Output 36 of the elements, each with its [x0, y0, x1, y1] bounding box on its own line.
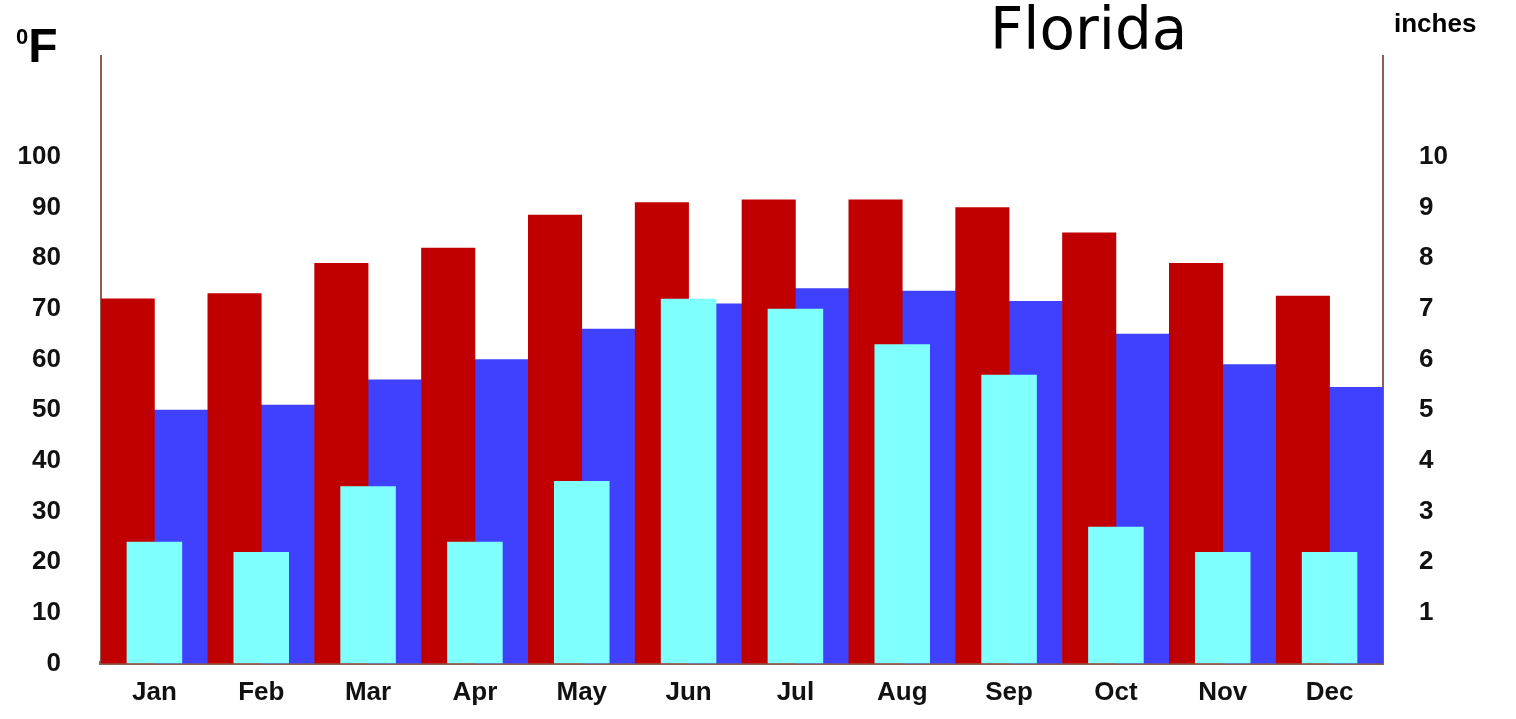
y-tick-label: 30 [32, 494, 61, 525]
x-tick-label: Dec [1305, 676, 1354, 707]
x-tick-label: Oct [1094, 676, 1138, 707]
y2-tick-label: 2 [1419, 545, 1434, 576]
x-tick-label: Sep [985, 676, 1033, 707]
y2-tick-label: 3 [1419, 494, 1434, 525]
y2-tick-label: 7 [1419, 292, 1434, 323]
x-tick-label: Nov [1198, 676, 1248, 707]
y2-axis-title: inches [1394, 8, 1477, 39]
x-tick-label: Mar [344, 676, 392, 707]
y-tick-label: 50 [32, 393, 61, 424]
y-tick-label: 40 [32, 443, 61, 474]
y-axis-title: $^{0}$F [16, 18, 58, 73]
y-tick-label: 0 [46, 646, 61, 677]
y2-tick-label: 8 [1419, 241, 1434, 272]
y-tick-label: 90 [32, 190, 61, 221]
x-tick-label: Jan [132, 676, 177, 707]
y-tick-label: 10 [32, 595, 61, 626]
x-tick-label: Aug [876, 676, 928, 707]
y-tick-label: 80 [32, 241, 61, 272]
y2-tick-label: 5 [1419, 393, 1434, 424]
y2-tick-label: 10 [1419, 140, 1448, 171]
x-tick-label: Feb [238, 676, 285, 707]
x-tick-label: May [556, 676, 608, 707]
chart-title: Florida [990, 0, 1188, 63]
y2-tick-label: 1 [1419, 595, 1434, 626]
y-tick-label: 20 [32, 545, 61, 576]
x-tick-label: Jun [665, 676, 712, 707]
y2-tick-label: 4 [1419, 443, 1434, 474]
y2-tick-label: 9 [1419, 190, 1434, 221]
y-tick-label: 60 [32, 342, 61, 373]
x-tick-label: Apr [452, 676, 498, 707]
x-tick-label: Jul [776, 676, 815, 707]
y-tick-label: 70 [32, 292, 61, 323]
y2-tick-label: 6 [1419, 342, 1434, 373]
y-tick-label: 100 [17, 140, 61, 171]
